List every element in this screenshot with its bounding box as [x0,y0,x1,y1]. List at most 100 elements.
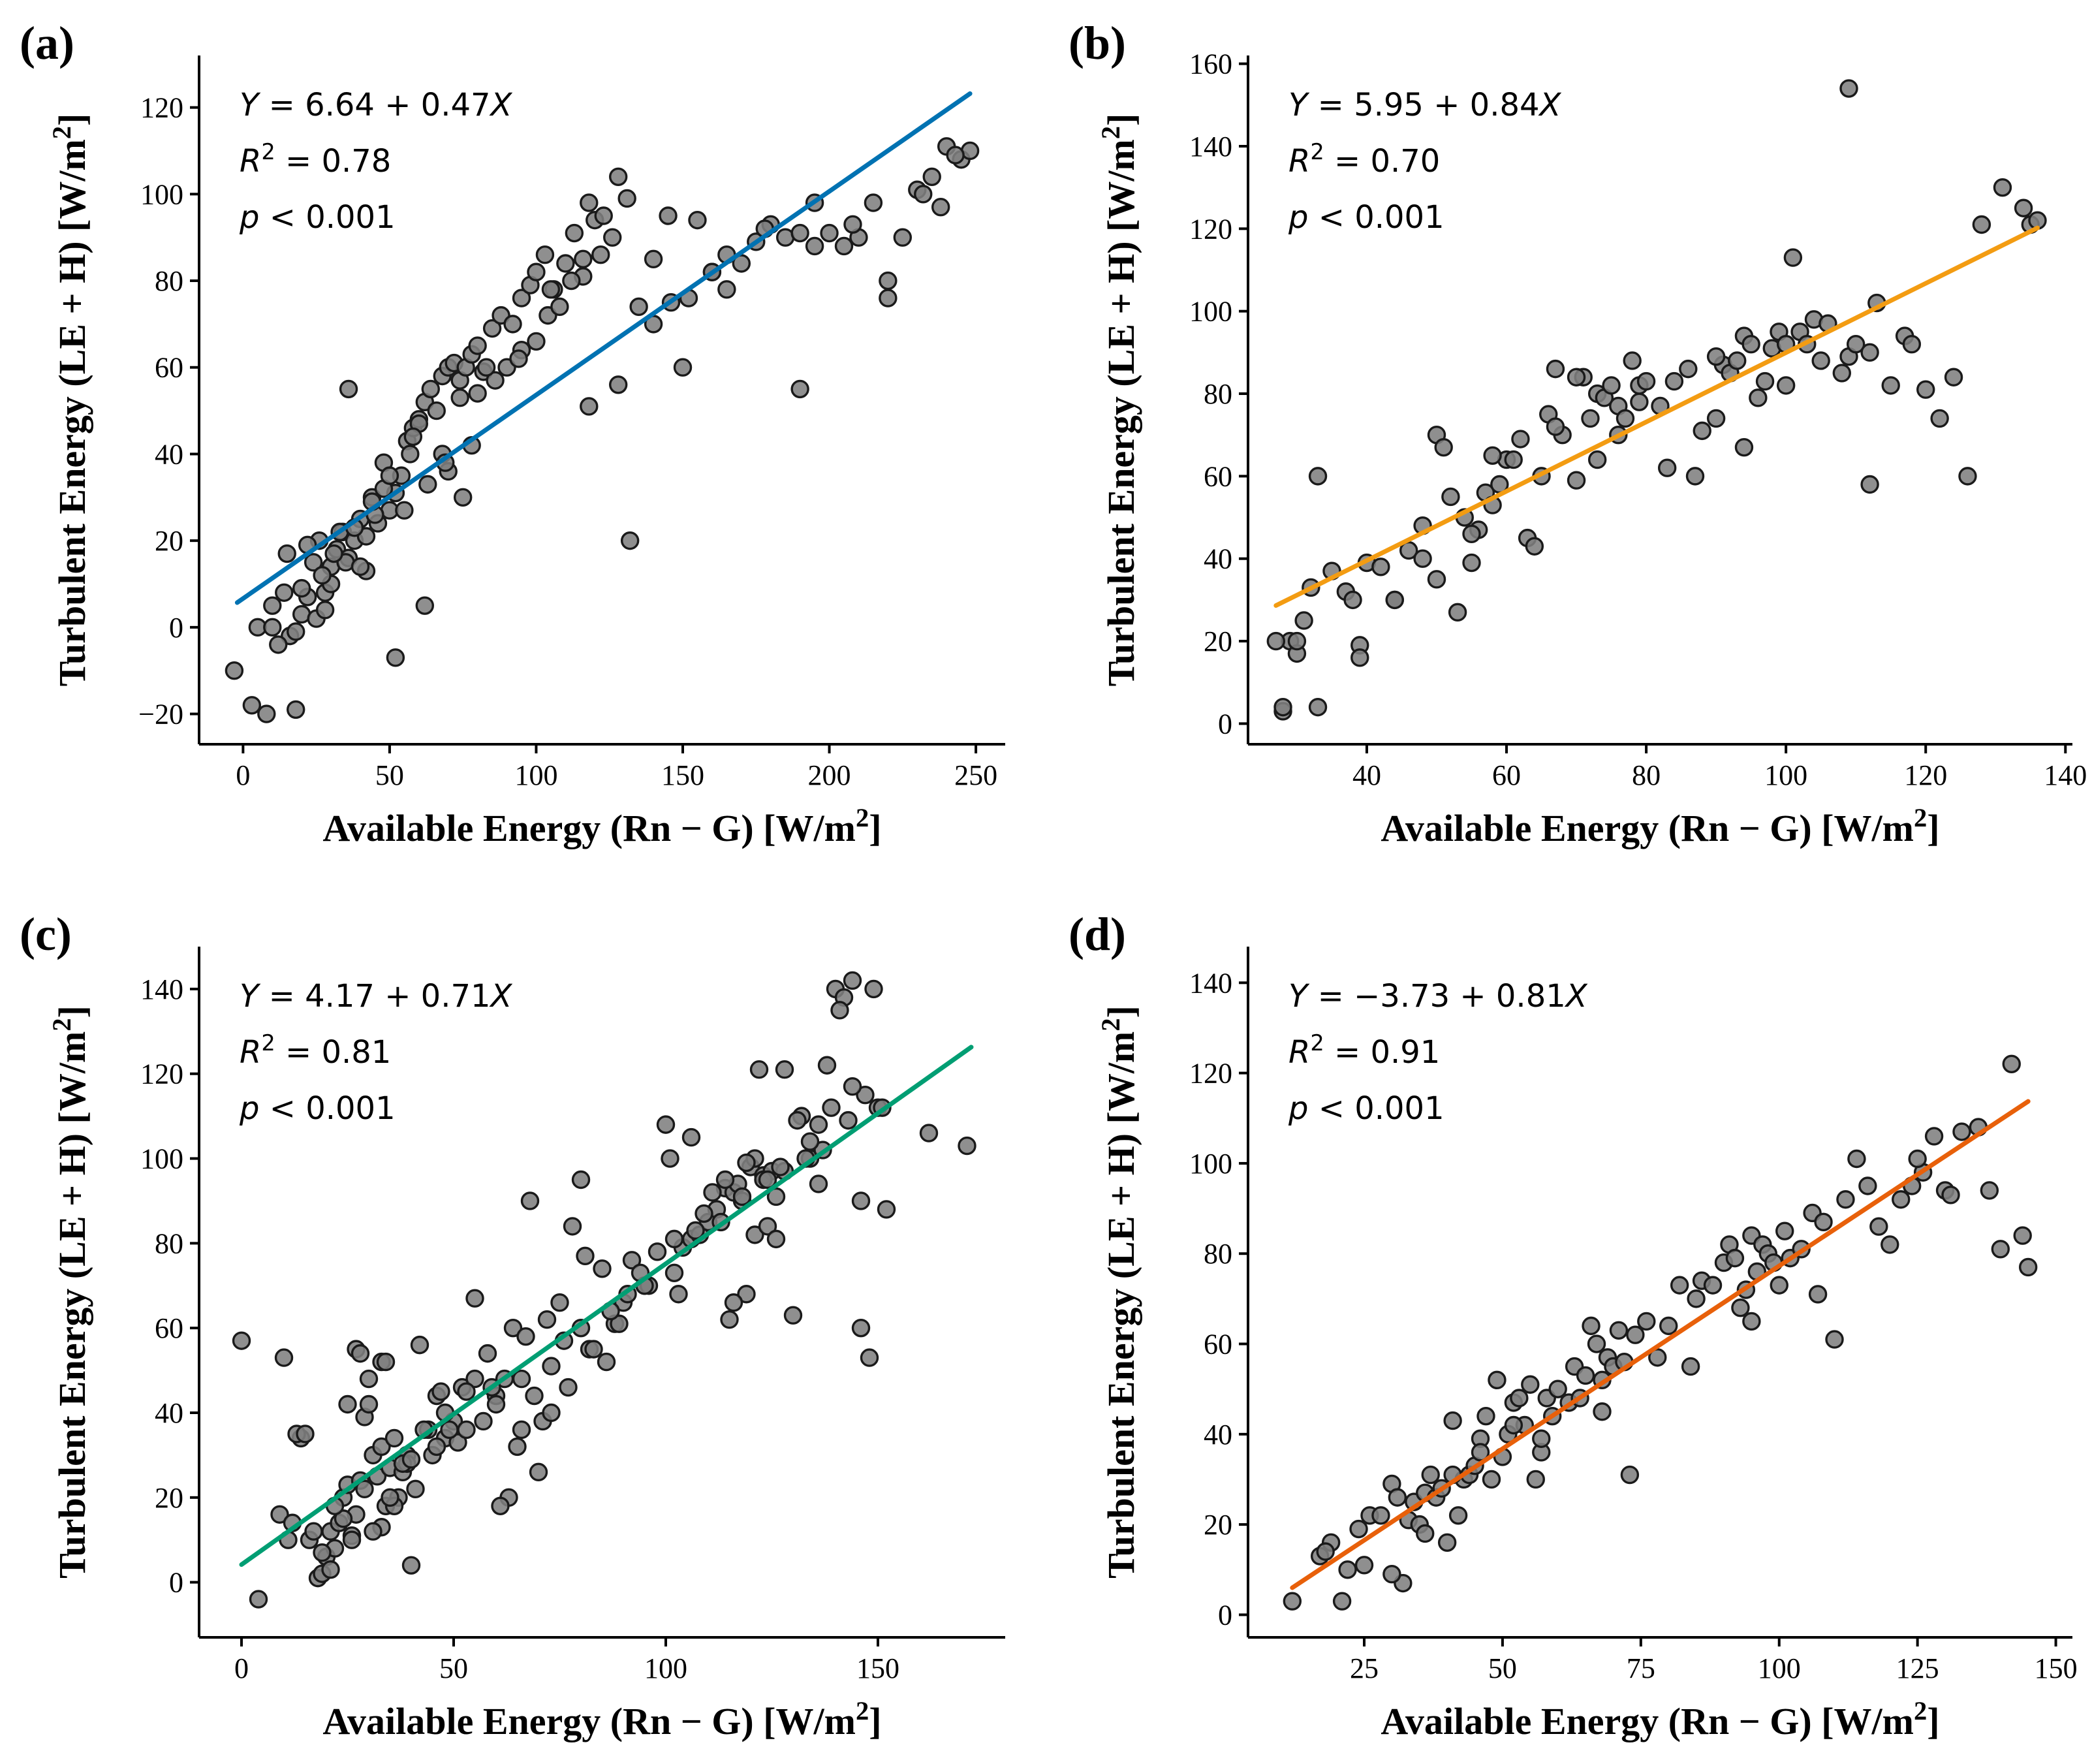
data-point [1343,590,1362,610]
data-point [427,1437,446,1457]
x-axis-title: Available Energy (Rn − G) [W/m2] [1381,803,1939,850]
data-point [1593,1402,1612,1421]
data-point [1952,1122,1971,1141]
y-tick-label: 120 [140,92,183,124]
data-point [1679,359,1698,379]
y-tick-label: 20 [155,1482,183,1514]
data-point [403,427,423,447]
data-point [591,245,610,264]
data-point [410,1335,429,1355]
data-point [1332,1592,1352,1611]
y-tick-label: 80 [1204,1238,1232,1270]
panel-letter: (d) [1069,908,1126,960]
data-point [603,228,622,247]
data-point [465,1369,484,1389]
data-point [1808,1285,1828,1304]
data-point [864,979,883,999]
data-point [1525,537,1544,556]
y-tick-label: 40 [1204,543,1232,575]
data-point [1725,1248,1745,1268]
x-tick-label: 40 [1352,759,1381,791]
y-tick-label: 60 [155,352,183,384]
data-point [879,271,898,291]
data-point [1388,1488,1407,1507]
data-point [922,167,941,186]
data-point [1930,409,1949,428]
data-point [450,388,469,407]
data-point [1783,248,1803,267]
annotation-text: Y = −3.73 + 0.81X [1288,978,1588,1015]
data-point [401,1450,421,1469]
data-point [465,1289,484,1308]
data-point [822,1098,841,1117]
data-point [1847,1149,1866,1169]
data-point [380,466,399,485]
data-point [482,319,502,338]
data-point [338,1394,357,1414]
data-point [839,1110,858,1130]
data-point [1488,1370,1507,1390]
data-point [556,254,575,273]
data-point [1283,1592,1302,1611]
data-point [1869,1217,1888,1236]
data-point [843,1077,862,1096]
data-point [1659,1316,1678,1336]
data-point [508,1437,527,1457]
annotation-text: Y = 6.64 + 0.47X [240,87,513,123]
data-point [427,401,446,420]
data-point [1944,368,1963,386]
data-point [805,236,824,256]
data-point [313,566,332,585]
data-point [688,210,707,230]
data-point [537,1310,557,1329]
data-point [597,1352,616,1372]
data-point [1941,1186,1960,1205]
data-point [1349,1519,1368,1539]
x-tick-label: 120 [1904,759,1947,791]
data-point [745,1225,764,1244]
data-point [1546,417,1565,436]
data-point [359,1394,379,1414]
data-point [1648,1348,1667,1367]
data-point [270,1505,289,1524]
data-point [609,375,628,394]
data-point [1670,1276,1689,1295]
data-point [550,297,569,317]
data-point [1287,631,1307,651]
data-point [1620,1465,1640,1485]
data-point [1770,1276,1788,1295]
data-point [486,371,505,390]
y-tick-label: 80 [155,1227,183,1259]
data-point [384,1428,404,1448]
data-point [275,583,294,602]
data-point [386,648,405,667]
data-point [1441,487,1460,507]
data-point [565,223,584,243]
panel-letter: (b) [1069,17,1126,69]
data-point [809,1174,828,1193]
data-point [516,1327,535,1346]
data-point [1354,1556,1374,1575]
data-point [287,700,305,719]
data-point [1462,524,1481,544]
data-point [1462,553,1481,573]
data-point [339,379,358,399]
regression-line [1290,1099,2031,1590]
data-point [376,1352,396,1372]
data-point [758,1170,777,1189]
data-point [584,1340,603,1359]
data-point [418,475,437,494]
data-point [958,1136,976,1156]
data-point [946,146,965,165]
data-point [914,185,933,204]
data-point [1609,1321,1629,1340]
x-tick-label: 200 [808,759,851,791]
x-tick-label: 100 [1758,1652,1801,1684]
data-point [1587,450,1607,469]
data-point [919,1124,939,1142]
data-point [468,384,487,403]
data-point [277,544,296,563]
data-point [1814,1212,1833,1232]
data-point [2018,1257,2038,1277]
data-point [225,661,244,680]
